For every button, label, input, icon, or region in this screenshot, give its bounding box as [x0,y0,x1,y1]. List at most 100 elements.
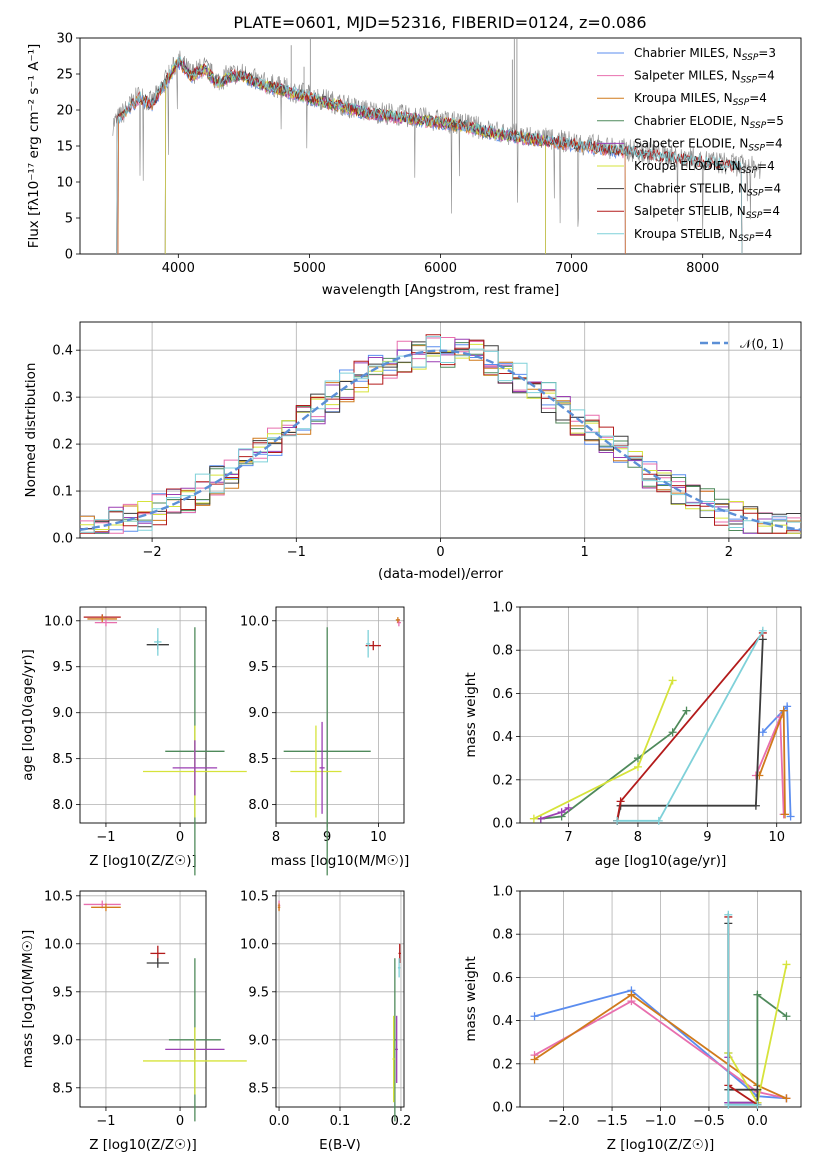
y-tick-label: 9.5 [248,985,269,1000]
y-tick-label: 9.5 [248,660,269,675]
axes-frame [519,606,802,824]
x-tick-label: 0 [436,545,444,560]
x-tick-label: 10 [370,830,387,845]
y-tick-label: 5 [65,212,73,227]
y-tick-label: 10 [56,176,73,191]
x-tick-label: 1 [581,545,589,560]
model-spectrum-line [164,57,546,254]
y-tick-label: 10.0 [44,937,73,952]
legend-label: Kroupa ELODIE, NSSP=4 [634,159,775,176]
y-tick-label: 0.4 [492,1014,513,1029]
x-axis-label: wavelength [Angstrom, rest frame] [322,282,560,298]
x-axis-label: age [log10(age/yr)] [595,853,727,869]
y-axis-label: mass weight [463,956,479,1041]
mass-weight-point [616,797,625,806]
x-axis-label: Z [log10(Z/Z☉)] [89,853,197,869]
mass-weight-series-line [540,710,688,820]
legend-label: Kroupa STELIB, NSSP=4 [634,227,772,244]
y-tick-label: 30 [56,32,73,47]
y-tick-label: 9.5 [52,660,73,675]
x-tick-label: −1 [287,545,306,560]
y-tick-label: 10.0 [240,614,269,629]
mass-weight-series-line [616,639,764,822]
mass-weight-point [654,816,663,825]
mass-weight-point [564,803,573,812]
y-tick-label: 0.6 [492,971,513,986]
y-tick-label: 10.5 [240,889,269,904]
legend-label: Salpeter MILES, NSSP=4 [634,69,775,86]
x-tick-label: −2.0 [548,1114,580,1129]
y-tick-label: 0.8 [492,928,513,943]
y-tick-label: 0.4 [492,730,513,745]
legend-label: Chabrier STELIB, NSSP=4 [634,182,781,199]
spectrum-lines [112,38,762,254]
model-spectrum-line [116,60,743,254]
x-axis-label: (data-model)/error [378,566,504,582]
x-tick-label: 7000 [555,261,588,276]
mass-weight-point [779,706,788,715]
x-tick-label: −1 [96,830,115,845]
x-tick-label: −1 [96,1114,115,1129]
x-tick-label: 0 [176,1114,184,1129]
mass-weight-point [530,1055,539,1064]
y-tick-label: 0.2 [492,1057,513,1072]
y-tick-label: 8.5 [52,752,73,767]
mass-weight-point [724,910,733,919]
axes-frame [275,890,405,1108]
x-tick-label: −1.0 [645,1114,677,1129]
mass-weight-point [724,1100,733,1109]
mass-weight-point [783,702,792,711]
x-tick-label: 8000 [686,261,719,276]
x-tick-label: 0.2 [391,1114,412,1129]
axes-frame [79,37,802,255]
y-tick-label: 9.0 [52,706,73,721]
x-tick-label: 0.0 [269,1114,290,1129]
x-tick-label: 8 [272,830,280,845]
y-tick-label: 15 [56,140,73,155]
y-tick-label: 20 [56,104,73,119]
x-tick-label: −2 [143,545,162,560]
x-tick-label: 9 [703,830,711,845]
mass-weight-point [529,814,538,823]
axes-frame [275,606,405,824]
x-axis-label: mass [log10(M/M☉)] [271,853,410,869]
x-tick-label: −1.5 [596,1114,628,1129]
mass-weight-point [530,1012,539,1021]
mass-weight-point [753,1085,762,1094]
x-tick-label: 0.1 [330,1114,351,1129]
mass-weight-point [782,960,791,969]
legend-label: Chabrier MILES, NSSP=3 [634,46,776,63]
y-tick-label: 0.8 [492,644,513,659]
y-tick-label: 9.0 [52,1033,73,1048]
y-axis-label: Normed distribution [23,363,39,498]
x-tick-label: 5000 [293,261,326,276]
y-axis-label: mass weight [463,672,479,757]
y-tick-label: 0.0 [492,1101,513,1116]
mass-weight-point [668,728,677,737]
axes-frame [79,606,207,824]
mass-weight-point [753,1100,762,1109]
axes-frame [519,890,802,1108]
y-tick-label: 25 [56,68,73,83]
model-spectrum-line [164,58,546,254]
y-tick-label: 1.0 [492,601,513,616]
x-tick-label: 10 [768,830,785,845]
legend-label: Salpeter STELIB, NSSP=4 [634,204,780,221]
x-axis-label: Z [log10(Z/Z☉)] [607,1137,715,1153]
axes-frame [79,890,207,1108]
mass-weight-point [668,676,677,685]
mass-weight-point [782,1012,791,1021]
mass-weight-series-line [533,993,787,1100]
y-tick-label: 10.5 [44,889,73,904]
y-tick-label: 0.3 [52,391,73,406]
model-spectrum-line [117,59,626,254]
y-tick-label: 0.2 [52,438,73,453]
x-axis-label: E(B-V) [319,1137,361,1153]
mass-weight-series-line [534,989,787,1100]
y-tick-label: 10.0 [240,937,269,952]
y-tick-label: 0.4 [52,344,73,359]
y-tick-label: 8.5 [52,1081,73,1096]
mass-weight-series-line [534,1000,787,1100]
x-tick-label: 2 [725,545,733,560]
mass-weight-point [627,990,636,999]
